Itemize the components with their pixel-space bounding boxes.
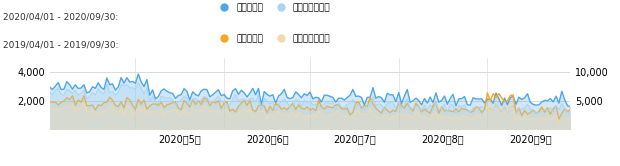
Legend: セッション, ページビュー数: セッション, ページビュー数 [215,34,330,43]
Legend: セッション, ページビュー数: セッション, ページビュー数 [215,3,330,12]
Text: 2020/04/01 - 2020/09/30:: 2020/04/01 - 2020/09/30: [3,12,118,21]
Text: 2019/04/01 - 2019/09/30:: 2019/04/01 - 2019/09/30: [3,40,118,49]
